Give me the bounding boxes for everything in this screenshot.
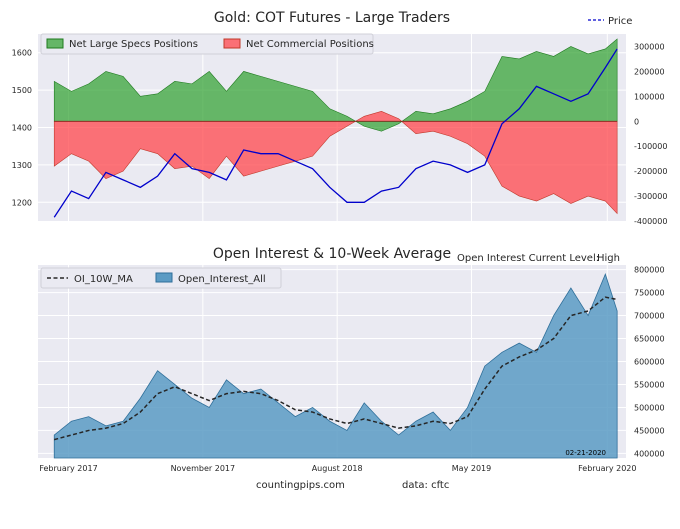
panel2-right-tick-label: 650000 <box>634 335 665 344</box>
panel1-right-tick-label: 0 <box>634 117 639 126</box>
panel2-right-tick-label: 450000 <box>634 426 665 435</box>
panel2-right-tick-label: 550000 <box>634 380 665 389</box>
panel1-title: Gold: COT Futures - Large Traders <box>214 10 450 26</box>
footer-source: data: cftc <box>402 480 449 491</box>
oi-status-label: Open Interest Current Level: <box>457 253 599 264</box>
x-tick-label: May 2019 <box>452 464 491 473</box>
panel1-right-tick-label: 200000 <box>634 67 665 76</box>
panel2-right-tick-label: 500000 <box>634 403 665 412</box>
panel2-right-tick-label: 400000 <box>634 449 665 458</box>
legend-label-commercial: Net Commercial Positions <box>246 39 374 50</box>
x-tick-label: August 2018 <box>312 464 363 473</box>
panel1-legend-box <box>40 33 374 55</box>
panel1-left-tick-label: 1500 <box>12 86 32 95</box>
panel2-right-tick-label: 800000 <box>634 266 665 275</box>
legend-swatch-commercial <box>223 38 241 49</box>
open-interest-area <box>53 273 618 459</box>
panel1-right-tick-label: -300000 <box>634 192 667 201</box>
panel1-left-tick-label: 1400 <box>12 124 32 133</box>
price-line <box>53 48 618 218</box>
x-tick-label: November 2017 <box>171 464 236 473</box>
panel1-left-tick-label: 1300 <box>12 161 32 170</box>
panel1-right-tick-label: 300000 <box>634 42 665 51</box>
net-commercial-area <box>53 110 618 215</box>
legend-swatch-specs <box>46 38 64 49</box>
panel1-left-tick-label: 1200 <box>12 198 32 207</box>
legend-label-ma: OI_10W_MA <box>74 274 133 285</box>
net-large-specs-area <box>53 38 618 132</box>
legend-label-specs: Net Large Specs Positions <box>69 39 198 50</box>
panel2-title: Open Interest & 10-Week Average <box>213 246 451 262</box>
oi-10w-ma-line <box>54 296 618 441</box>
price-legend-label: Price <box>608 16 632 27</box>
oi-status-value: High <box>597 253 620 264</box>
panel2-right-tick-label: 700000 <box>634 312 665 321</box>
footer-site: countingpips.com <box>256 480 345 491</box>
panel1-right-tick-label: -200000 <box>634 167 667 176</box>
x-tick-label: February 2020 <box>578 464 636 473</box>
x-tick-label: February 2017 <box>39 464 97 473</box>
panel1-right-tick-label: 100000 <box>634 92 665 101</box>
panel1-legend: Net Large Specs Positions Net Commercial … <box>40 33 374 55</box>
panel2-right-tick-label: 750000 <box>634 289 665 298</box>
date-note: 02-21-2020 <box>565 449 606 457</box>
panel1-right-tick-label: -400000 <box>634 217 667 226</box>
panel1-right-tick-label: -100000 <box>634 142 667 151</box>
panel1-left-tick-label: 1600 <box>12 49 32 58</box>
legend-label-oi: Open_Interest_All <box>178 274 266 285</box>
panel2-legend: OI_10W_MA Open_Interest_All <box>40 267 282 289</box>
legend-swatch-oi <box>155 272 173 283</box>
panel2-right-tick-label: 600000 <box>634 358 665 367</box>
